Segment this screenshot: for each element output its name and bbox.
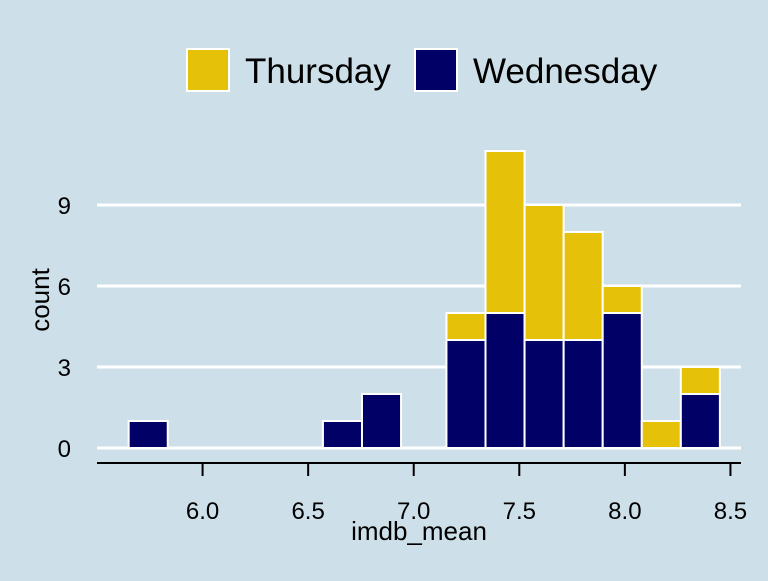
y-tick-label-2: 6 bbox=[58, 274, 71, 301]
y-tick-label-3: 9 bbox=[58, 193, 71, 220]
y-ticks: 0 3 6 9 bbox=[58, 193, 71, 463]
legend-swatch-wednesday bbox=[414, 48, 458, 92]
legend-swatch-thursday bbox=[186, 48, 230, 92]
bar-wednesday-2 bbox=[360, 393, 403, 449]
x-tick-label-4: 8.0 bbox=[608, 498, 641, 525]
x-tick-label-3: 7.5 bbox=[503, 498, 536, 525]
bar-wednesday-0 bbox=[127, 420, 169, 449]
bar-thursday-8 bbox=[640, 420, 682, 449]
bar-wednesday-9 bbox=[679, 393, 721, 449]
x-tick-label-5: 8.5 bbox=[714, 498, 747, 525]
x-axis-label: imdb_mean bbox=[351, 516, 487, 546]
x-ticks: 6.0 6.5 7.0 7.5 8.0 8.5 bbox=[186, 463, 747, 525]
y-tick-label-0: 0 bbox=[58, 436, 71, 463]
legend-label-thursday: Thursday bbox=[245, 52, 391, 91]
legend: Thursday Wednesday bbox=[186, 48, 658, 92]
bar-wednesday-3 bbox=[445, 339, 487, 449]
y-tick-label-1: 3 bbox=[58, 355, 71, 382]
bars bbox=[127, 150, 721, 449]
bar-thursday-5 bbox=[523, 204, 565, 341]
bar-wednesday-5 bbox=[523, 339, 565, 449]
bar-wednesday-4 bbox=[484, 312, 526, 449]
bar-wednesday-7 bbox=[601, 312, 643, 449]
bar-thursday-3 bbox=[445, 312, 487, 341]
legend-label-wednesday: Wednesday bbox=[473, 52, 658, 91]
grid-lines bbox=[97, 203, 741, 450]
x-tick-label-1: 6.5 bbox=[291, 498, 324, 525]
bar-thursday-4 bbox=[484, 150, 526, 314]
bar-thursday-9 bbox=[679, 366, 721, 395]
bar-thursday-6 bbox=[562, 231, 604, 341]
bar-wednesday-1 bbox=[321, 420, 363, 449]
y-axis-label: count bbox=[25, 267, 55, 331]
x-tick-label-2: 7.0 bbox=[397, 498, 430, 525]
bar-thursday-7 bbox=[601, 285, 643, 314]
x-tick-label-0: 6.0 bbox=[186, 498, 219, 525]
bar-wednesday-6 bbox=[562, 339, 604, 449]
